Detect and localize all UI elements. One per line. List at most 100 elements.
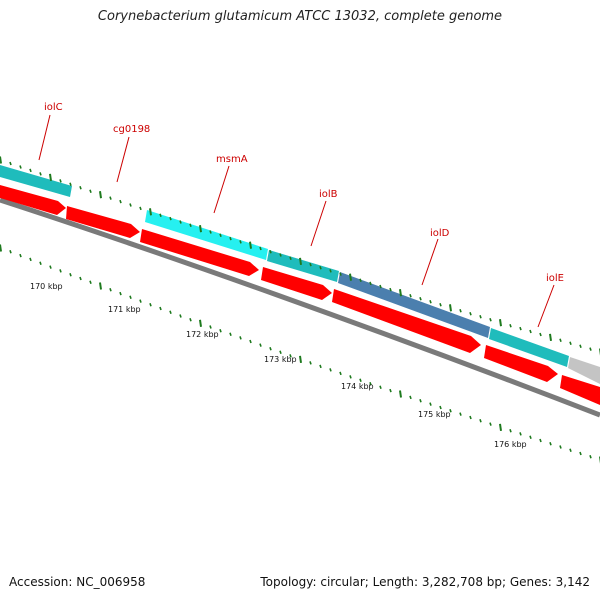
inner-tick-ruler <box>0 244 600 464</box>
inner-ruler-tick <box>499 423 502 432</box>
outer-ruler-tick <box>389 287 392 292</box>
inner-ruler-tick <box>159 306 162 311</box>
inner-ruler-tick <box>259 343 262 347</box>
outer-ruler-tick <box>439 303 442 307</box>
outer-ruler-tick <box>309 262 312 267</box>
outer-ruler-tick <box>329 269 332 273</box>
scale-label-170: 170 kbp <box>30 282 63 291</box>
outer-ruler-tick <box>39 172 42 176</box>
scale-label-172: 172 kbp <box>186 330 219 339</box>
feature-outer-6[interactable] <box>568 357 600 384</box>
inner-ruler-tick <box>509 428 512 433</box>
outer-ruler-tick <box>559 338 562 343</box>
outer-ruler-tick <box>589 347 592 351</box>
inner-ruler-tick <box>319 364 322 369</box>
inner-ruler-tick <box>99 282 102 290</box>
feature-outer-3[interactable] <box>267 250 339 282</box>
inner-ruler-tick <box>479 419 482 423</box>
outer-ruler-tick <box>199 225 202 233</box>
outer-ruler-tick <box>119 199 122 204</box>
outer-ruler-tick <box>179 220 182 224</box>
feature-outer-1[interactable] <box>0 165 72 197</box>
cds-arrow-5[interactable] <box>332 289 481 353</box>
outer-ruler-tick <box>519 326 522 331</box>
inner-ruler-tick <box>379 385 382 389</box>
inner-ruler-tick <box>39 261 42 266</box>
outer-ruler-tick <box>469 312 472 316</box>
outer-ruler-tick <box>369 281 372 286</box>
outer-ruler-tick <box>579 344 582 348</box>
inner-ruler-tick <box>369 382 372 386</box>
inner-ruler-tick <box>0 244 2 252</box>
inner-ruler-tick <box>9 250 12 254</box>
feature-outer-2[interactable] <box>145 210 268 260</box>
inner-ruler-tick <box>179 314 182 318</box>
gene-label-cg0198[interactable]: cg0198 <box>113 124 150 135</box>
outer-ruler-tick <box>79 186 82 190</box>
inner-ruler-tick <box>489 422 492 426</box>
inner-ruler-tick <box>529 435 532 439</box>
cds-arrow-3[interactable] <box>140 229 259 276</box>
outer-ruler-tick <box>159 213 162 217</box>
gene-label-iolE[interactable]: iolE <box>546 273 564 284</box>
inner-ruler-tick <box>549 441 552 446</box>
gene-label-iolD[interactable]: iolD <box>430 228 450 239</box>
inner-ruler-tick <box>399 390 402 398</box>
outer-ruler-tick <box>219 233 222 238</box>
outer-ruler-tick <box>129 203 132 207</box>
inner-ruler-tick <box>249 339 252 344</box>
outer-ruler-tick <box>279 253 282 257</box>
outer-ruler-tick <box>359 278 362 283</box>
leader-line-iolE <box>537 284 555 328</box>
inner-ruler-tick <box>119 291 122 296</box>
outer-ruler-tick <box>569 341 572 345</box>
outer-ruler-tick <box>509 323 512 328</box>
gene-label-leaders <box>38 114 555 328</box>
inner-ruler-tick <box>209 325 212 329</box>
gene-labels: iolC cg0198 msmA iolB iolD iolE <box>44 102 564 284</box>
cds-arrow-6[interactable] <box>484 345 558 382</box>
gene-label-iolB[interactable]: iolB <box>319 189 338 200</box>
inner-ruler-tick <box>139 299 142 303</box>
outer-ruler-tick <box>349 273 352 281</box>
outer-ruler-tick <box>419 297 422 301</box>
scale-label-175: 175 kbp <box>418 410 451 419</box>
map-title: Corynebacterium glutamicum ATCC 13032, c… <box>97 9 503 24</box>
outer-ruler-tick <box>229 236 232 241</box>
scale-label-171: 171 kbp <box>108 305 141 314</box>
outer-ruler-tick <box>0 156 2 164</box>
inner-ruler-tick <box>389 388 392 393</box>
gene-label-iolC[interactable]: iolC <box>44 102 63 113</box>
inner-ruler-tick <box>169 310 172 315</box>
inner-ruler-tick <box>299 355 302 364</box>
outer-ruler-tick <box>479 315 482 319</box>
inner-ruler-tick <box>449 409 452 413</box>
cds-arrow-4[interactable] <box>261 267 332 300</box>
feature-outer-5[interactable] <box>489 328 569 367</box>
cds-arrow-1[interactable] <box>0 185 66 215</box>
outer-ruler-tick <box>59 179 62 183</box>
cds-arrow-2[interactable] <box>66 206 140 238</box>
inner-ruler-tick <box>329 368 332 372</box>
gene-label-msmA[interactable]: msmA <box>216 154 248 165</box>
cds-track <box>0 185 600 405</box>
inner-ruler-tick <box>459 412 462 416</box>
outer-ruler-tick <box>139 206 142 211</box>
outer-ruler-tick <box>29 168 32 173</box>
outer-ruler-tick <box>489 317 492 322</box>
outer-ruler-tick <box>99 191 102 199</box>
inner-ruler-tick <box>109 288 112 292</box>
inner-ruler-tick <box>219 328 222 333</box>
outer-ruler-tick <box>539 332 542 337</box>
outer-ruler-tick <box>19 165 22 169</box>
cds-arrow-7[interactable] <box>560 375 600 405</box>
outer-ruler-tick <box>459 309 462 313</box>
outer-ruler-tick <box>239 240 242 244</box>
outer-ruler-tick <box>339 272 342 276</box>
scale-label-173: 173 kbp <box>264 355 297 364</box>
inner-ruler-tick <box>189 317 192 322</box>
outer-ruler-tick <box>429 300 432 304</box>
feature-outer-4[interactable] <box>338 272 490 338</box>
outer-ruler-tick <box>449 304 452 312</box>
